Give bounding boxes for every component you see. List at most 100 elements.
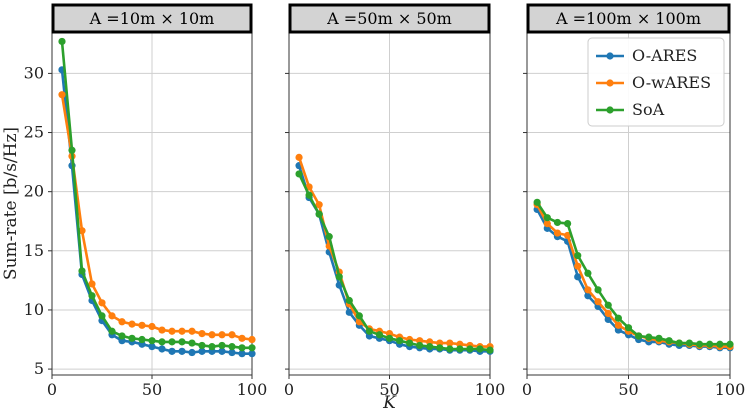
- series-line-o-ares: [535, 208, 730, 350]
- data-point-o-ares: [168, 347, 176, 355]
- data-point-o-wares: [295, 153, 303, 161]
- panel-title-box: [288, 3, 491, 34]
- legend-label-o-wares: O-wARES: [632, 73, 711, 92]
- x-tick-label: 50: [618, 380, 638, 399]
- data-point-soa: [564, 220, 572, 228]
- series-line-soa: [297, 173, 491, 352]
- data-point-soa: [248, 344, 256, 352]
- data-point-soa: [198, 341, 206, 350]
- data-point-soa: [188, 339, 196, 347]
- x-tick-label: 0: [47, 380, 57, 399]
- data-point-soa: [218, 341, 226, 350]
- data-point-soa: [706, 340, 714, 348]
- series-line-o-ares: [60, 69, 252, 356]
- data-point-soa: [543, 214, 551, 222]
- panel-title: A =10m × 10m: [89, 9, 215, 28]
- y-tick-label: 10: [24, 300, 44, 319]
- data-point-soa: [158, 338, 166, 346]
- data-point-o-wares: [148, 322, 156, 331]
- data-point-o-wares: [228, 331, 236, 339]
- data-point-o-ares: [188, 348, 196, 357]
- data-point-o-ares: [158, 345, 166, 353]
- data-point-o-wares: [208, 331, 216, 339]
- data-point-o-ares: [148, 343, 156, 351]
- data-point-o-wares: [446, 339, 454, 347]
- data-point-soa: [675, 339, 683, 347]
- data-point-soa: [168, 338, 176, 346]
- data-point-soa: [726, 340, 734, 348]
- data-point-o-wares: [58, 91, 66, 99]
- data-point-o-wares: [168, 327, 176, 335]
- data-point-o-wares: [594, 298, 602, 306]
- panel-3: 0 50 100 A =100m × 100m: [522, 3, 746, 399]
- data-point-soa: [385, 334, 394, 342]
- data-point-soa: [208, 343, 216, 351]
- data-point-soa: [466, 345, 474, 353]
- y-tick-label: 25: [24, 123, 44, 142]
- data-point-soa: [584, 269, 592, 277]
- data-point-o-wares: [564, 231, 572, 240]
- data-point-soa: [335, 273, 343, 281]
- x-tick-label: 0: [284, 380, 294, 399]
- data-point-soa: [365, 327, 373, 335]
- data-point-soa: [574, 251, 582, 260]
- data-point-soa: [635, 332, 643, 340]
- data-point-soa: [325, 233, 333, 241]
- data-point-o-wares: [108, 312, 116, 320]
- data-point-o-wares: [553, 229, 562, 237]
- data-point-soa: [228, 343, 236, 351]
- x-tick-label: 50: [142, 380, 162, 399]
- data-point-soa: [486, 346, 494, 354]
- x-axis-label: K: [382, 393, 397, 413]
- data-point-o-ares: [574, 273, 582, 281]
- y-tick-label: 15: [24, 241, 44, 260]
- x-tick-label: 100: [715, 380, 746, 399]
- data-point-soa: [716, 340, 724, 348]
- data-point-soa: [375, 331, 384, 339]
- data-point-o-ares: [584, 292, 592, 300]
- data-point-o-ares: [228, 348, 236, 357]
- data-point-soa: [695, 340, 704, 348]
- legend-marker-soa: [606, 106, 614, 114]
- data-point-soa: [118, 332, 126, 340]
- data-point-o-wares: [138, 321, 146, 329]
- y-tick-label: 30: [24, 63, 44, 82]
- data-point-o-ares: [604, 315, 612, 324]
- data-point-o-ares: [178, 347, 186, 355]
- legend-box: [587, 37, 725, 127]
- data-point-soa: [355, 312, 363, 320]
- data-point-soa: [305, 191, 313, 199]
- data-point-soa: [108, 327, 116, 335]
- legend-marker-o-ares: [606, 52, 614, 60]
- data-point-soa: [345, 296, 353, 305]
- data-point-o-ares: [345, 308, 353, 316]
- data-point-soa: [614, 314, 622, 322]
- data-point-soa: [395, 337, 404, 345]
- data-point-soa: [594, 286, 602, 294]
- x-tick-label: 50: [379, 380, 399, 399]
- data-point-o-wares: [614, 321, 622, 329]
- data-point-o-wares: [543, 220, 551, 228]
- data-point-o-wares: [238, 334, 246, 342]
- data-point-o-wares: [88, 280, 96, 288]
- panel-title: A =50m × 50m: [326, 9, 452, 28]
- data-point-soa: [295, 170, 303, 178]
- data-point-soa: [476, 345, 484, 353]
- data-point-soa: [456, 345, 464, 353]
- series-line-o-ares: [297, 165, 490, 353]
- data-point-o-ares: [218, 347, 226, 355]
- x-tick-label: 100: [475, 380, 506, 399]
- data-point-soa: [604, 301, 612, 309]
- data-point-o-wares: [98, 299, 106, 307]
- panel-2: 0 50 100 A =50m × 50m: [284, 3, 506, 399]
- data-point-o-ares: [238, 350, 246, 358]
- data-point-soa: [446, 345, 454, 353]
- legend-label-soa: SoA: [632, 100, 665, 119]
- data-point-o-wares: [218, 331, 226, 339]
- panel-1: 0 50 100 5 10 15 20 25 30 A =10m × 10m: [24, 3, 267, 399]
- data-point-soa: [645, 333, 653, 341]
- data-point-soa: [88, 292, 96, 300]
- y-tick-label: 5: [34, 359, 44, 378]
- legend-label-o-ares: O-ARES: [632, 46, 697, 65]
